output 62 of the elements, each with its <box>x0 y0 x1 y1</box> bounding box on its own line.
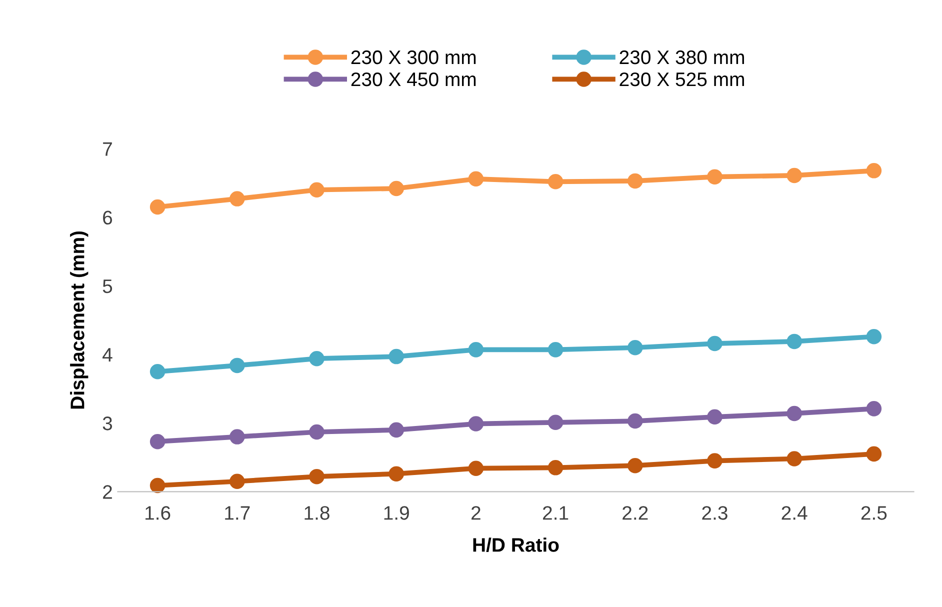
point <box>150 364 166 380</box>
y-tick-label: 5 <box>102 280 112 294</box>
y-tick-label: 3 <box>102 416 112 430</box>
legend-label: 230 X 450 mm <box>351 72 476 86</box>
legend-label: 230 X 300 mm <box>351 50 476 64</box>
point <box>707 453 722 468</box>
point <box>388 348 404 364</box>
point <box>309 350 324 366</box>
point <box>468 342 484 358</box>
y-axis-title: Displacement (mm) <box>70 231 88 409</box>
y-tick-label: 7 <box>103 142 112 156</box>
point <box>628 458 643 474</box>
point <box>707 336 722 352</box>
point <box>707 169 722 184</box>
point <box>230 429 245 444</box>
point <box>548 414 564 430</box>
y-tick-label: 4 <box>102 348 112 362</box>
point <box>548 174 564 190</box>
point <box>628 413 643 429</box>
x-tick-label: 2 <box>472 506 480 520</box>
point <box>230 191 245 206</box>
x-axis-title: H/D Ratio <box>473 538 559 552</box>
x-tick-label: 2.3 <box>702 506 728 520</box>
x-tick-label: 2.4 <box>782 506 808 520</box>
x-tick-label: 2.5 <box>861 506 887 520</box>
point <box>468 416 484 432</box>
point <box>866 163 882 178</box>
point <box>707 409 722 425</box>
point <box>150 199 166 215</box>
point <box>786 451 802 466</box>
point <box>468 460 484 476</box>
point <box>150 478 166 494</box>
y-tick-label: 6 <box>103 210 112 225</box>
point <box>309 468 324 484</box>
point <box>388 422 404 438</box>
x-tick-label: 2.1 <box>543 506 568 520</box>
point <box>309 182 324 198</box>
point <box>150 434 166 450</box>
point <box>628 173 643 189</box>
point <box>309 424 324 440</box>
legend-label: 230 X 380 mm <box>620 50 744 64</box>
point <box>866 329 882 344</box>
x-tick-label: 1.9 <box>384 506 409 520</box>
y-tick-label: 2 <box>103 485 112 499</box>
point <box>628 340 643 356</box>
x-tick-label: 1.7 <box>225 506 250 520</box>
point <box>468 171 484 187</box>
x-tick-label: 2.2 <box>622 506 648 520</box>
point <box>786 168 802 184</box>
point <box>866 446 882 462</box>
point <box>548 342 564 358</box>
x-tick-label: 1.6 <box>146 506 170 520</box>
point <box>388 466 404 482</box>
x-tick-label: 1.8 <box>304 506 330 520</box>
point <box>786 406 802 422</box>
point <box>866 401 882 416</box>
legend-label: 230 X 525 mm <box>620 72 744 86</box>
point <box>786 334 802 350</box>
point <box>388 180 404 196</box>
point <box>548 460 564 476</box>
point <box>230 474 245 490</box>
point <box>230 358 245 374</box>
